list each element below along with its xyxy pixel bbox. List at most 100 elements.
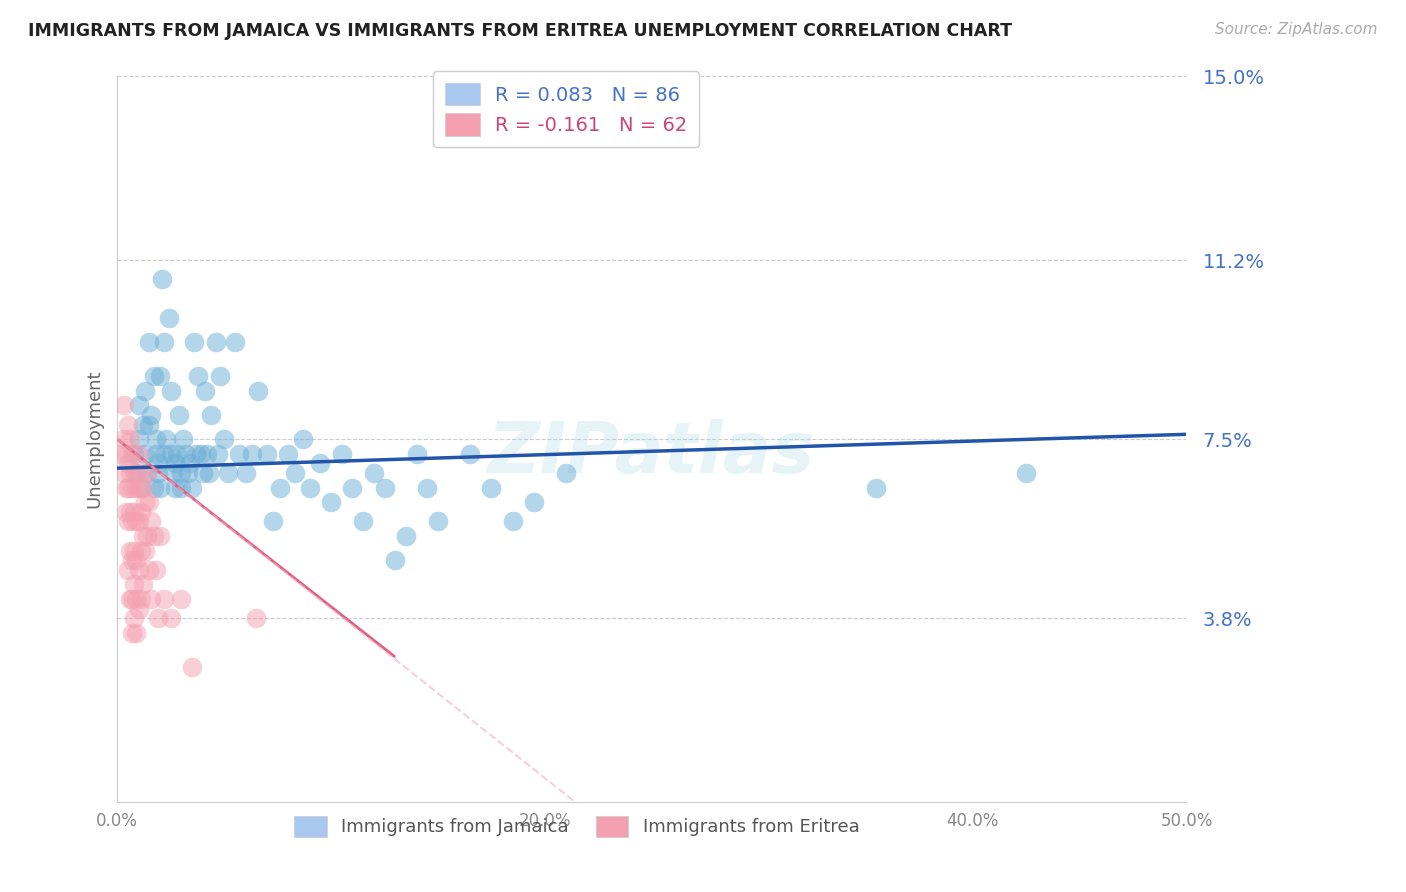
Point — [179, 456, 201, 470]
Point — [183, 335, 205, 350]
Point — [128, 432, 150, 446]
Point — [405, 447, 427, 461]
Point — [224, 335, 246, 350]
Point — [481, 481, 503, 495]
Point — [262, 515, 284, 529]
Point — [142, 481, 165, 495]
Point — [141, 591, 163, 606]
Point — [240, 447, 263, 461]
Point — [118, 505, 141, 519]
Point — [142, 369, 165, 384]
Point — [373, 481, 395, 495]
Point — [191, 466, 214, 480]
Point — [124, 611, 146, 625]
Point — [121, 591, 143, 606]
Point — [284, 466, 307, 480]
Point — [129, 481, 152, 495]
Point — [177, 466, 200, 480]
Point — [129, 543, 152, 558]
Point — [134, 543, 156, 558]
Point — [155, 432, 177, 446]
Point — [124, 577, 146, 591]
Point — [146, 611, 169, 625]
Point — [128, 481, 150, 495]
Point — [190, 447, 212, 461]
Point — [124, 466, 146, 480]
Point — [149, 369, 172, 384]
Point — [319, 495, 342, 509]
Point — [136, 529, 159, 543]
Point — [117, 563, 139, 577]
Point — [174, 447, 197, 461]
Point — [157, 311, 180, 326]
Point — [330, 447, 353, 461]
Point — [235, 466, 257, 480]
Point — [114, 505, 136, 519]
Point — [112, 466, 135, 480]
Point — [132, 529, 155, 543]
Point — [142, 529, 165, 543]
Point — [159, 611, 181, 625]
Point — [159, 447, 181, 461]
Point — [187, 369, 209, 384]
Point — [200, 408, 222, 422]
Point — [162, 466, 184, 480]
Y-axis label: Unemployment: Unemployment — [86, 370, 103, 508]
Point — [118, 466, 141, 480]
Point — [228, 447, 250, 461]
Point — [121, 447, 143, 461]
Point — [138, 335, 160, 350]
Point — [110, 447, 132, 461]
Point — [194, 384, 217, 398]
Point — [256, 447, 278, 461]
Point — [416, 481, 439, 495]
Point — [150, 272, 173, 286]
Point — [128, 601, 150, 615]
Point — [138, 495, 160, 509]
Point — [163, 481, 186, 495]
Point — [170, 591, 193, 606]
Point — [129, 591, 152, 606]
Point — [149, 529, 172, 543]
Point — [124, 447, 146, 461]
Point — [208, 369, 231, 384]
Point — [118, 591, 141, 606]
Point — [181, 481, 204, 495]
Point — [121, 625, 143, 640]
Point — [145, 432, 167, 446]
Point — [245, 611, 267, 625]
Point — [269, 481, 291, 495]
Point — [117, 481, 139, 495]
Point — [146, 456, 169, 470]
Point — [134, 447, 156, 461]
Point — [153, 335, 176, 350]
Point — [170, 481, 193, 495]
Point — [153, 591, 176, 606]
Point — [138, 563, 160, 577]
Point — [146, 466, 169, 480]
Text: IMMIGRANTS FROM JAMAICA VS IMMIGRANTS FROM ERITREA UNEMPLOYMENT CORRELATION CHAR: IMMIGRANTS FROM JAMAICA VS IMMIGRANTS FR… — [28, 22, 1012, 40]
Point — [132, 481, 155, 495]
Point — [298, 481, 321, 495]
Point — [204, 335, 226, 350]
Point — [166, 447, 188, 461]
Text: ZIPatlas: ZIPatlas — [488, 419, 815, 488]
Point — [145, 563, 167, 577]
Point — [117, 417, 139, 432]
Point — [395, 529, 418, 543]
Point — [132, 577, 155, 591]
Point — [124, 543, 146, 558]
Point — [121, 481, 143, 495]
Point — [121, 553, 143, 567]
Point — [125, 591, 148, 606]
Point — [865, 481, 887, 495]
Point — [523, 495, 546, 509]
Point — [153, 447, 176, 461]
Point — [125, 481, 148, 495]
Point — [124, 505, 146, 519]
Point — [128, 515, 150, 529]
Point — [363, 466, 385, 480]
Point — [163, 456, 186, 470]
Point — [125, 553, 148, 567]
Point — [134, 384, 156, 398]
